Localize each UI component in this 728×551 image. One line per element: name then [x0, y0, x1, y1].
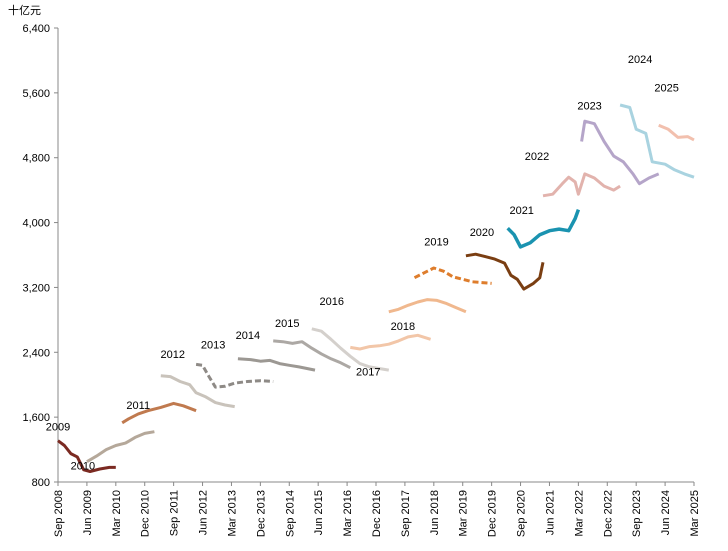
y-tick-label: 1,600: [22, 412, 50, 424]
series-label: 2009: [46, 422, 70, 434]
series-label: 2016: [320, 296, 344, 308]
series-line: [195, 362, 274, 389]
x-tick-label: Jun 2015: [313, 490, 325, 535]
series-label: 2020: [470, 227, 494, 239]
x-tick-label: Mar 2019: [458, 490, 470, 536]
series-label: 2010: [71, 461, 95, 473]
series-label: 2019: [424, 237, 448, 249]
x-tick-label: Dec 2010: [140, 490, 152, 537]
x-tick-label: Dec 2022: [602, 490, 614, 537]
x-tick-label: Dec 2019: [487, 490, 499, 537]
series-label: 2024: [628, 54, 652, 66]
x-tick-label: Jun 2012: [198, 490, 210, 535]
x-tick-label: Mar 2025: [689, 490, 701, 536]
y-tick-label: 5,600: [22, 88, 50, 100]
series-line: [121, 401, 197, 425]
series-label: 2012: [161, 349, 185, 361]
series-label: 2015: [275, 318, 299, 330]
x-tick-label: Sep 2014: [284, 490, 296, 537]
x-tick-label: Mar 2010: [111, 490, 123, 536]
series-line: [86, 430, 155, 463]
x-tick-label: Dec 2016: [371, 490, 383, 537]
series-line: [160, 374, 235, 409]
x-tick-label: Jun 2018: [429, 490, 441, 535]
series-label: 2011: [126, 400, 150, 412]
y-tick-label: 6,400: [22, 23, 50, 35]
x-tick-label: Mar 2013: [226, 490, 238, 536]
series-line: [619, 103, 695, 179]
y-unit: 十亿元: [8, 3, 41, 17]
y-tick-label: 800: [32, 477, 50, 489]
series-line: [413, 266, 492, 285]
x-tick-label: Sep 2023: [631, 490, 643, 537]
series-line: [580, 119, 660, 186]
series-line: [311, 327, 390, 372]
x-tick-label: Jun 2024: [660, 490, 672, 535]
series-label: 2022: [525, 151, 549, 163]
x-tick-label: Sep 2008: [53, 490, 65, 537]
series-label: 2018: [391, 321, 415, 333]
x-tick-label: Sep 2011: [169, 490, 181, 536]
series-label: 2021: [509, 205, 533, 217]
y-tick-label: 2,400: [22, 347, 50, 359]
y-tick-label: 4,000: [22, 218, 50, 230]
series-label: 2014: [236, 330, 260, 342]
series-line: [350, 333, 432, 351]
series-label: 2025: [654, 82, 678, 94]
x-tick-label: Sep 2017: [400, 490, 412, 537]
series-line: [542, 172, 621, 198]
x-tick-label: Jun 2009: [82, 490, 94, 535]
x-tick-label: Dec 2013: [255, 490, 267, 537]
series-label: 2017: [356, 366, 380, 378]
series-line: [388, 298, 467, 314]
series-line: [237, 357, 316, 372]
series-line: [506, 209, 581, 249]
series-line: [465, 252, 545, 291]
x-tick-label: Mar 2022: [573, 490, 585, 536]
series-line: [273, 339, 351, 370]
y-tick-label: 4,800: [22, 153, 50, 165]
series-label: 2023: [577, 101, 601, 113]
y-tick-label: 3,200: [22, 282, 50, 294]
series-line: [57, 439, 116, 473]
series-label: 2013: [201, 339, 225, 351]
x-tick-label: Mar 2016: [342, 490, 354, 536]
x-tick-label: Sep 2020: [516, 490, 528, 537]
series-line: [658, 123, 695, 142]
x-tick-label: Jun 2021: [544, 490, 556, 535]
